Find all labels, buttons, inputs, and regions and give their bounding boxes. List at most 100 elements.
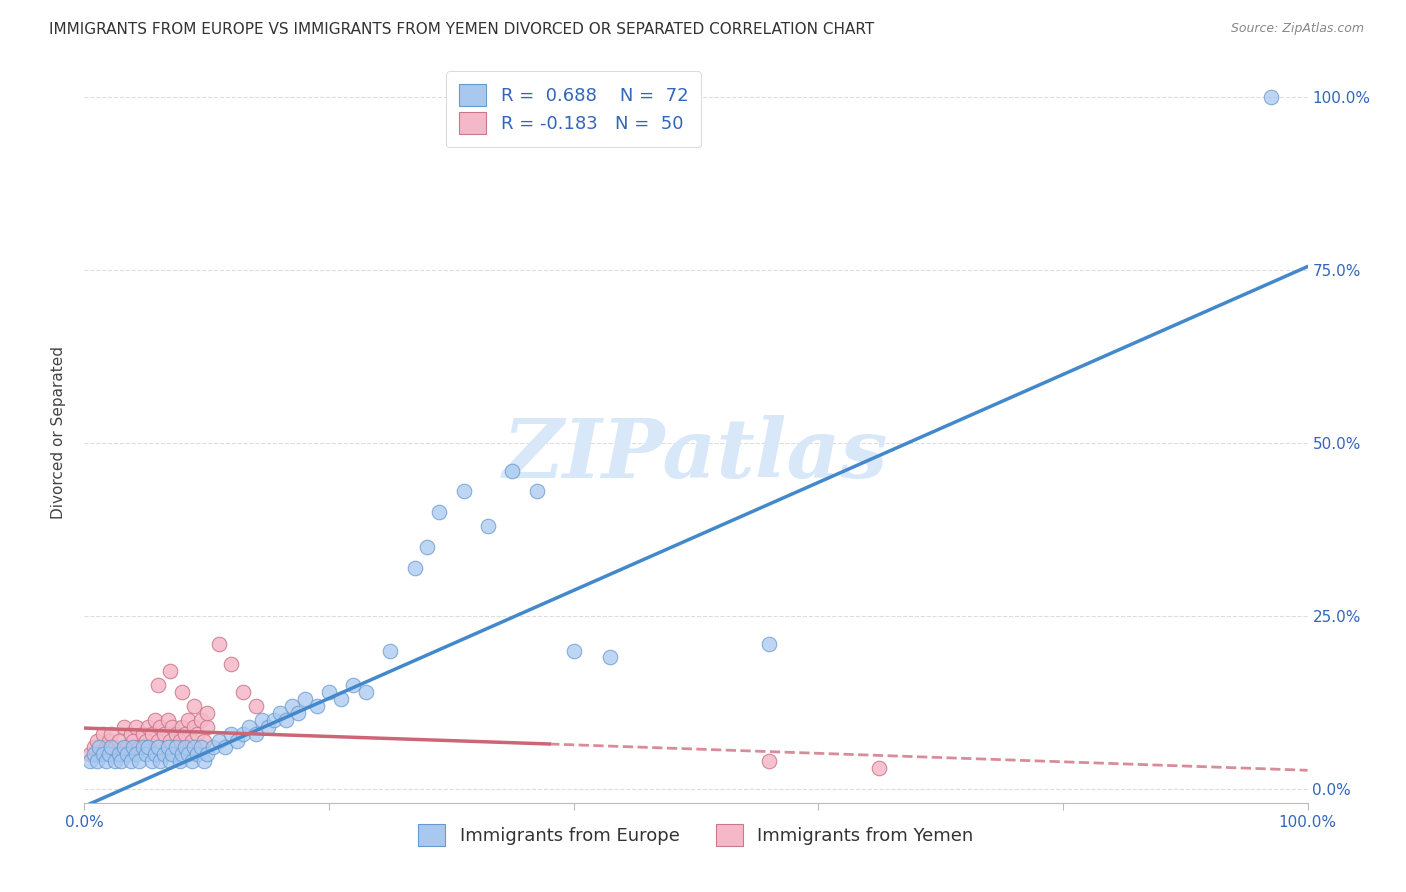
Point — [172, 747, 194, 762]
Point — [125, 747, 148, 762]
Point — [136, 720, 159, 734]
Point — [305, 698, 328, 713]
Point — [758, 754, 780, 768]
Point — [427, 505, 450, 519]
Point — [193, 754, 215, 768]
Point — [159, 754, 181, 768]
Point — [183, 740, 205, 755]
Point — [226, 733, 249, 747]
Point — [181, 733, 204, 747]
Point — [122, 740, 145, 755]
Point — [238, 720, 260, 734]
Point — [107, 747, 129, 762]
Point — [177, 713, 200, 727]
Point — [122, 733, 145, 747]
Point — [162, 747, 184, 762]
Point — [135, 733, 157, 747]
Point — [219, 657, 242, 672]
Point — [245, 726, 267, 740]
Point — [263, 713, 285, 727]
Point — [416, 540, 439, 554]
Point — [172, 720, 194, 734]
Point — [257, 720, 280, 734]
Point — [186, 747, 208, 762]
Point — [502, 464, 524, 478]
Point — [112, 740, 135, 755]
Point — [201, 740, 224, 755]
Point — [162, 720, 184, 734]
Point — [87, 747, 110, 762]
Point — [287, 706, 309, 720]
Point — [380, 643, 402, 657]
Point — [195, 747, 218, 762]
Point — [165, 740, 187, 755]
Point — [132, 726, 155, 740]
Point — [181, 754, 204, 768]
Point — [245, 698, 267, 713]
Point — [276, 713, 298, 727]
Point — [165, 726, 187, 740]
Point — [100, 726, 122, 740]
Point — [232, 726, 254, 740]
Point — [141, 754, 163, 768]
Point — [250, 713, 273, 727]
Point — [214, 740, 236, 755]
Point — [149, 720, 172, 734]
Point — [153, 747, 176, 762]
Point — [100, 740, 122, 755]
Point — [128, 754, 150, 768]
Point — [354, 685, 377, 699]
Point — [159, 665, 181, 679]
Point — [107, 733, 129, 747]
Point — [86, 733, 108, 747]
Y-axis label: Divorced or Separated: Divorced or Separated — [51, 346, 66, 519]
Point — [190, 740, 212, 755]
Point — [112, 720, 135, 734]
Point — [208, 637, 231, 651]
Point — [136, 740, 159, 755]
Point — [104, 754, 127, 768]
Point — [91, 747, 114, 762]
Point — [115, 747, 138, 762]
Point — [342, 678, 364, 692]
Point — [86, 754, 108, 768]
Point — [477, 519, 499, 533]
Point — [146, 678, 169, 692]
Point — [173, 740, 195, 755]
Point — [169, 733, 191, 747]
Point — [115, 740, 138, 755]
Point — [104, 740, 127, 755]
Point — [128, 740, 150, 755]
Point — [132, 740, 155, 755]
Point — [87, 740, 110, 755]
Point — [97, 733, 120, 747]
Point — [97, 747, 120, 762]
Point — [219, 726, 242, 740]
Point — [169, 754, 191, 768]
Point — [149, 754, 172, 768]
Point — [330, 692, 353, 706]
Point — [183, 698, 205, 713]
Point — [869, 761, 891, 775]
Point — [526, 484, 548, 499]
Point — [294, 692, 316, 706]
Point — [269, 706, 291, 720]
Point — [153, 726, 176, 740]
Point — [141, 726, 163, 740]
Point — [1260, 90, 1282, 104]
Point — [79, 747, 101, 762]
Point — [208, 733, 231, 747]
Point — [599, 650, 621, 665]
Point — [159, 733, 181, 747]
Point — [172, 685, 194, 699]
Point — [183, 720, 205, 734]
Point — [232, 685, 254, 699]
Point — [186, 726, 208, 740]
Point — [193, 733, 215, 747]
Point — [91, 726, 114, 740]
Point — [143, 713, 166, 727]
Point — [156, 713, 179, 727]
Point — [156, 740, 179, 755]
Point — [143, 747, 166, 762]
Legend: Immigrants from Europe, Immigrants from Yemen: Immigrants from Europe, Immigrants from … — [411, 816, 981, 853]
